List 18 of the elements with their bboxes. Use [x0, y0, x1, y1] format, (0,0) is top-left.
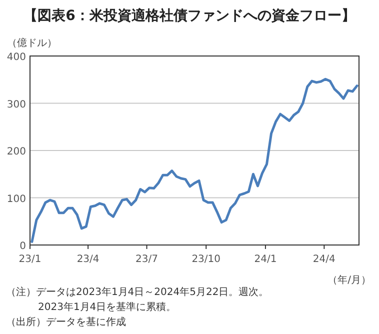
x-tick-label: 23/1 — [18, 254, 42, 265]
text: 2023年1月4日を基準に累積。 — [38, 301, 176, 313]
text: （注）データは2023年1月4日～2024年5月22日。週次。 — [6, 286, 269, 298]
x-tick-label: 23/10 — [192, 254, 221, 265]
chart-title: 【図表6：米投資適格社債ファンドへの資金フロー】 — [24, 7, 356, 24]
y-tick-label: 300 — [6, 99, 26, 110]
x-tick-label: 24/1 — [254, 254, 277, 265]
x-tick-label: 23/4 — [76, 254, 100, 265]
x-tick-label: 23/7 — [136, 254, 158, 265]
y-tick-label: 100 — [6, 194, 26, 205]
y-axis-title: （億ドル） — [7, 37, 57, 49]
text: （出所）データを基に作成 — [6, 316, 126, 328]
y-tick-label: 400 — [6, 52, 26, 63]
x-tick-label: 24/4 — [312, 254, 336, 265]
x-axis-title: （年/月） — [328, 274, 371, 286]
y-tick-label: 0 — [20, 241, 26, 252]
y-tick-label: 200 — [6, 146, 26, 158]
line-series — [30, 78, 358, 243]
